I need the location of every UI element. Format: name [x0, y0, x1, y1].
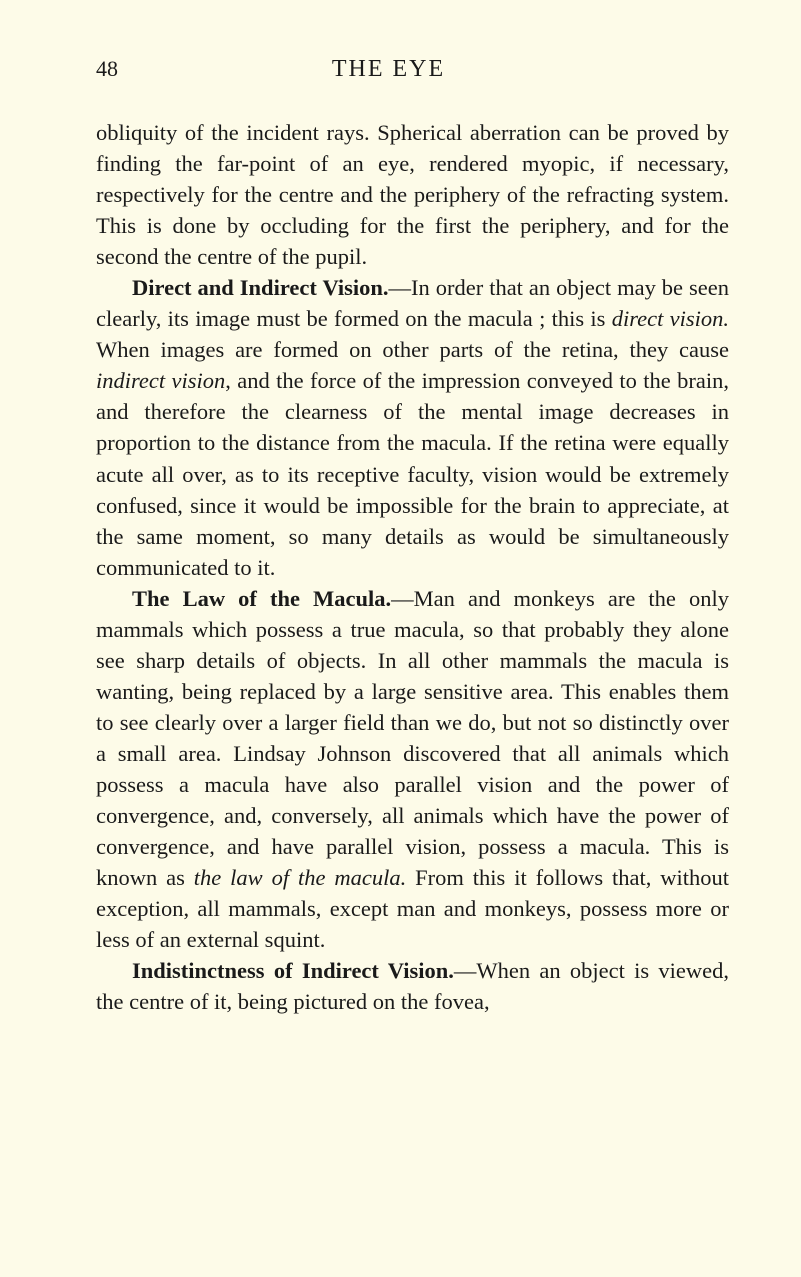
paragraph-2: Direct and Indirect Vision.—In order tha… [96, 272, 729, 582]
paragraph-3: The Law of the Macula.—Man and monkeys a… [96, 583, 729, 956]
paragraph-4: Indistinctness of Indirect Vision.—When … [96, 955, 729, 1017]
p2-italic-direct-vision: direct vision. [612, 306, 729, 331]
p2-mid1: When images are formed on other parts of… [96, 337, 729, 362]
section-heading-law-of-macula: The Law of the Macula. [132, 586, 391, 611]
section-heading-indistinctness: Indistinctness of Indirect Vision. [132, 958, 454, 983]
book-page: 48 THE EYE obliquity of the incident ray… [0, 0, 801, 1277]
body-text: obliquity of the incident rays. Spherica… [96, 117, 729, 1017]
paragraph-1: obliquity of the incident rays. Spherica… [96, 117, 729, 272]
paragraph-1-text: obliquity of the incident rays. Spherica… [96, 120, 729, 269]
p2-tail: , and the force of the impression convey… [96, 368, 729, 579]
section-heading-direct-indirect: Direct and Indirect Vision. [132, 275, 389, 300]
page-header: 48 THE EYE [96, 56, 729, 83]
p3-italic-law-of-macula: the law of the macula. [194, 865, 406, 890]
p3-after-lead: —Man and monkeys are the only mammals wh… [96, 586, 729, 890]
p2-italic-indirect-vision: indirect vision [96, 368, 225, 393]
running-head: THE EYE [78, 56, 699, 83]
